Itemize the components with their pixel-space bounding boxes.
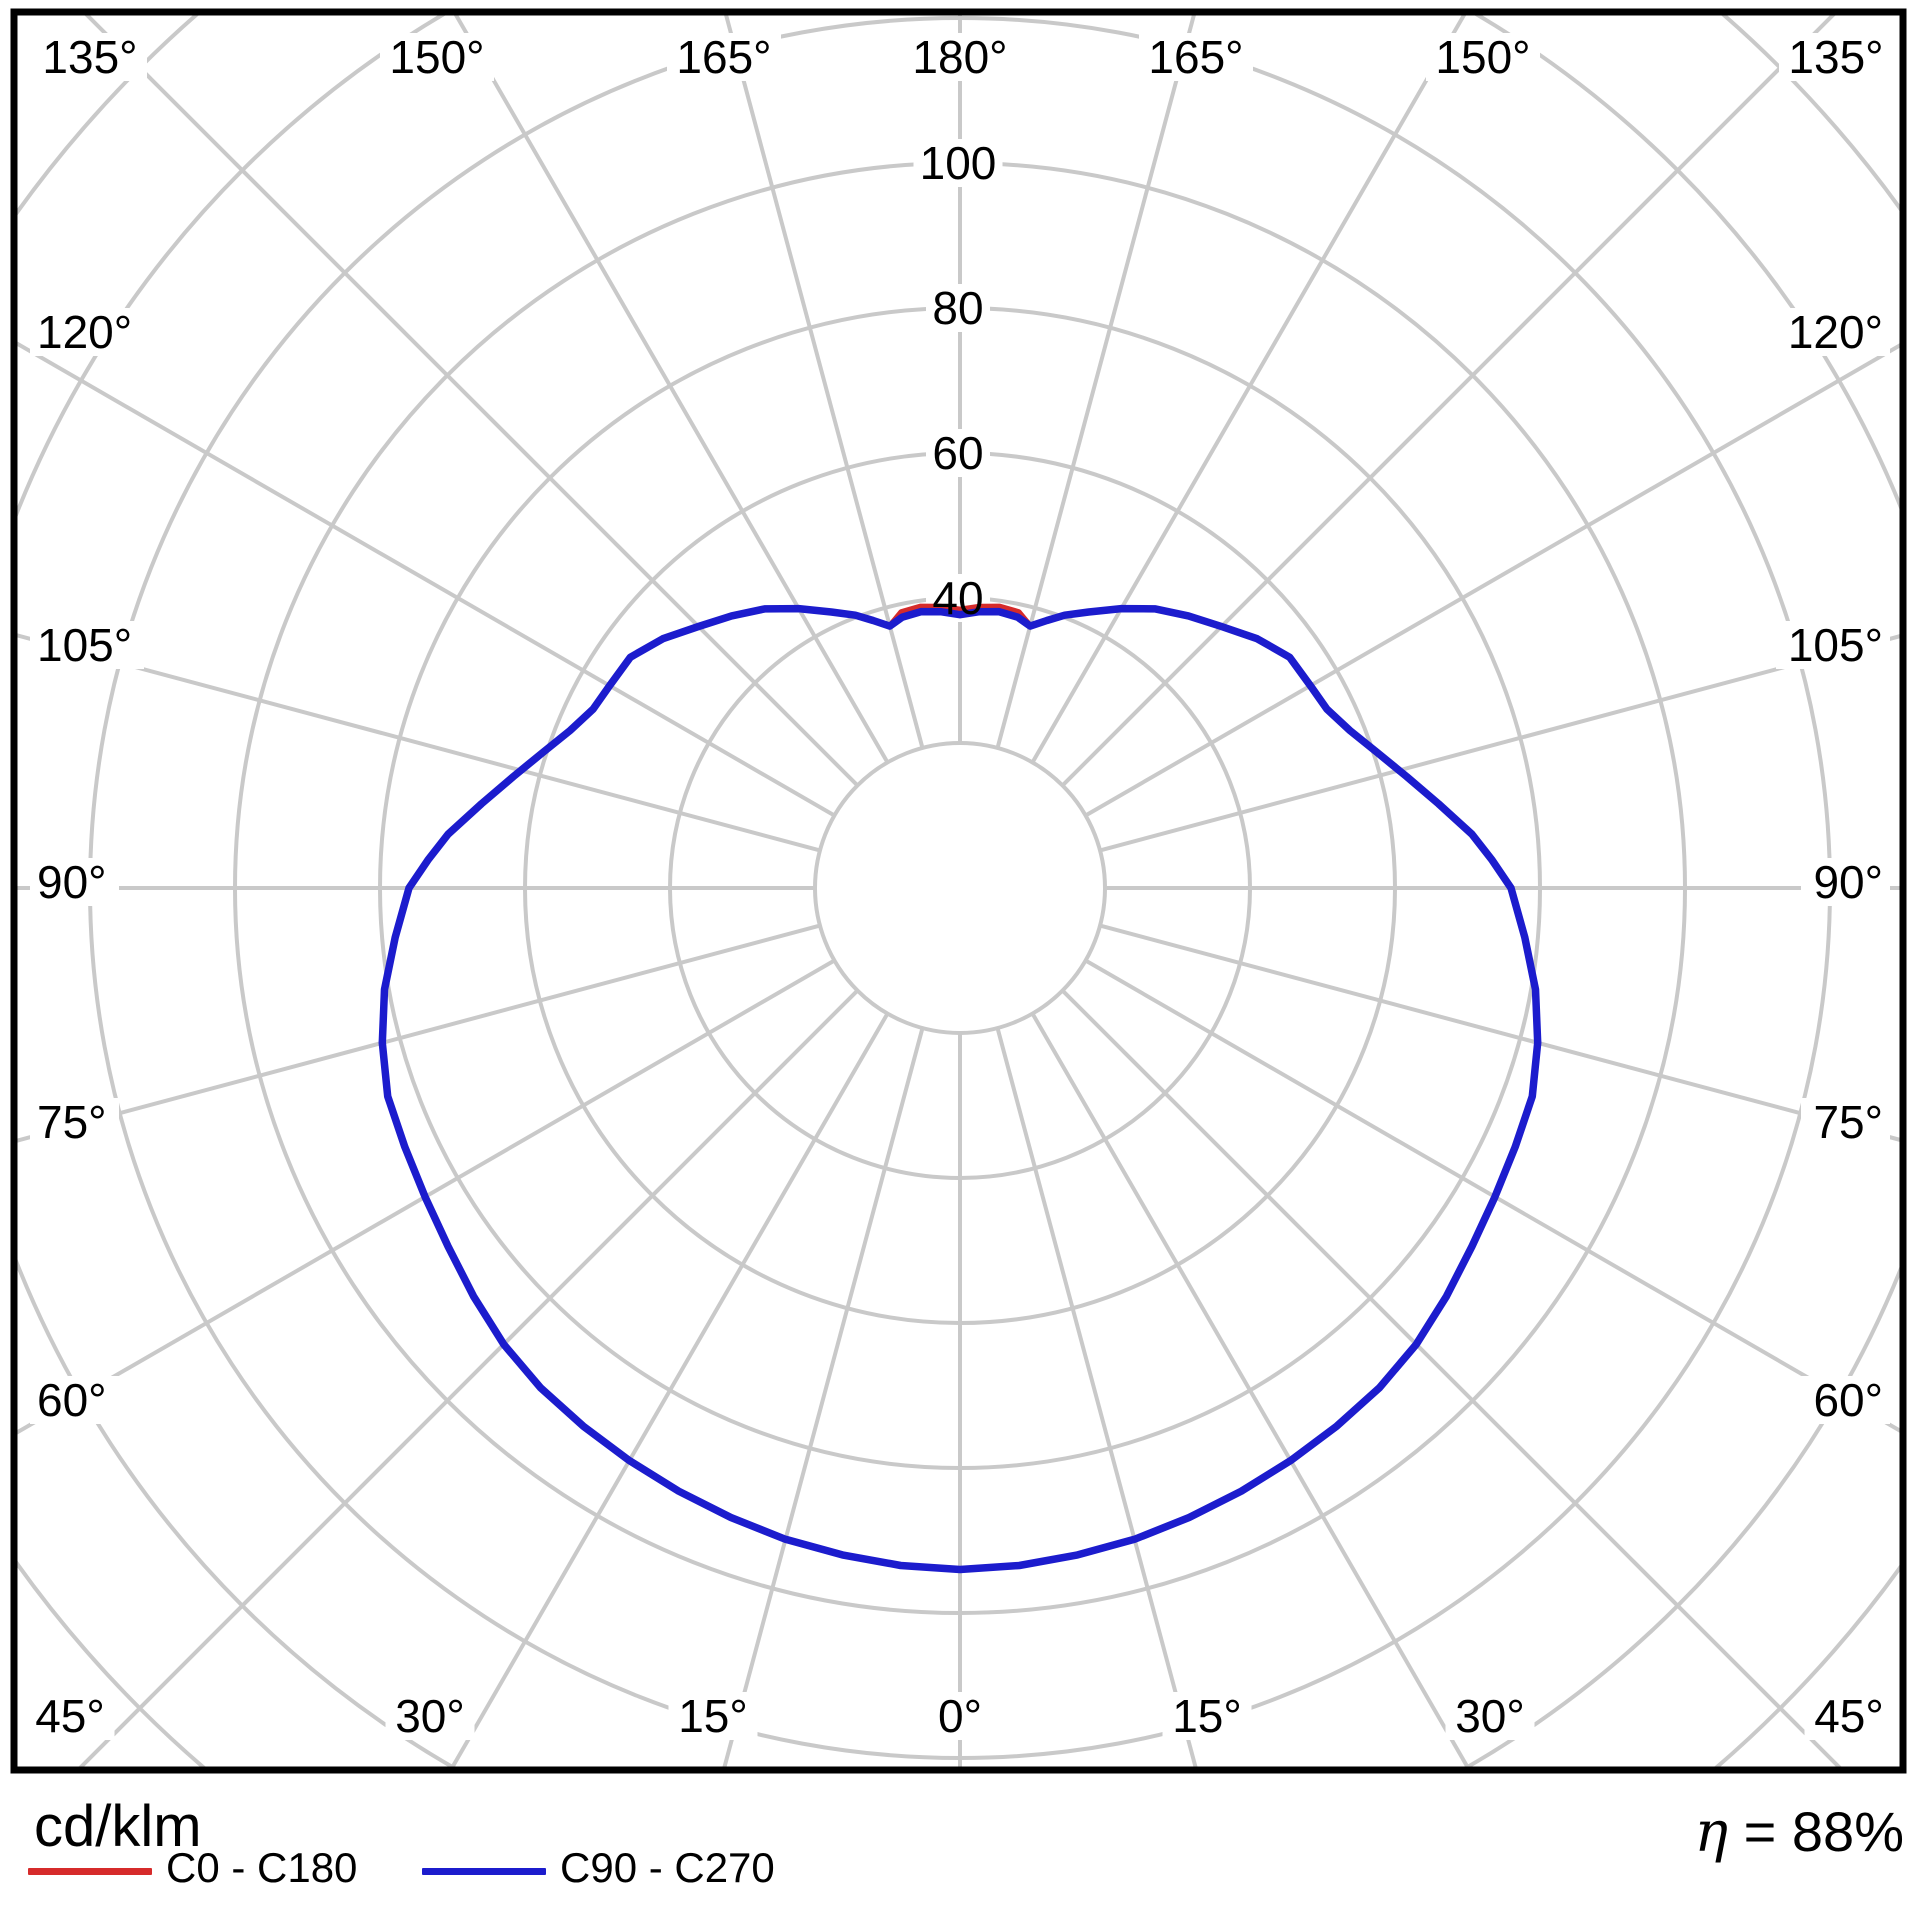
svg-text:100: 100 <box>920 137 997 189</box>
svg-text:40: 40 <box>932 572 983 624</box>
legend-label-c90-c270: C90 - C270 <box>560 1844 775 1891</box>
eta-symbol: η <box>1694 1800 1729 1865</box>
svg-text:90°: 90° <box>1813 856 1883 908</box>
svg-text:60°: 60° <box>1813 1374 1883 1426</box>
svg-text:60: 60 <box>932 427 983 479</box>
unit-label: cd/klm <box>34 1794 202 1859</box>
curve-c90-c270 <box>378 604 1542 1574</box>
svg-text:105°: 105° <box>37 619 132 671</box>
label-backgrounds <box>25 33 1894 1740</box>
svg-text:165°: 165° <box>676 31 771 83</box>
legend: C0 - C180 C90 - C270 <box>0 1844 1920 1904</box>
grid-labels: 135° 150° 165° 180° 165° 150° 135° 45° 30° 15° 0° 1… <box>35 31 1884 1742</box>
svg-text:45°: 45° <box>1814 1690 1884 1742</box>
efficiency-label: η = 88% <box>1695 1799 1904 1865</box>
svg-text:75°: 75° <box>37 1096 107 1148</box>
svg-text:150°: 150° <box>1435 31 1530 83</box>
plot-frame <box>10 8 1907 1774</box>
svg-text:135°: 135° <box>42 31 137 83</box>
svg-text:165°: 165° <box>1148 31 1243 83</box>
svg-text:90°: 90° <box>37 856 107 908</box>
svg-text:60°: 60° <box>37 1374 107 1426</box>
legend-label-c0-c180: C0 - C180 <box>166 1844 358 1891</box>
svg-text:120°: 120° <box>37 306 132 358</box>
svg-text:80: 80 <box>932 282 983 334</box>
svg-text:120°: 120° <box>1788 306 1883 358</box>
svg-text:30°: 30° <box>395 1690 465 1742</box>
svg-text:0°: 0° <box>938 1690 982 1742</box>
svg-text:105°: 105° <box>1788 619 1883 671</box>
svg-text:75°: 75° <box>1813 1096 1883 1148</box>
svg-text:45°: 45° <box>35 1690 105 1742</box>
legend-swatch-c90-c270 <box>422 1868 546 1875</box>
svg-text:30°: 30° <box>1455 1690 1525 1742</box>
svg-text:135°: 135° <box>1788 31 1883 83</box>
svg-text:15°: 15° <box>678 1690 748 1742</box>
efficiency-value: = 88% <box>1728 1800 1904 1863</box>
legend-swatch-c0-c180 <box>28 1868 152 1875</box>
svg-text:15°: 15° <box>1172 1690 1242 1742</box>
svg-text:180°: 180° <box>912 31 1007 83</box>
svg-text:150°: 150° <box>389 31 484 83</box>
